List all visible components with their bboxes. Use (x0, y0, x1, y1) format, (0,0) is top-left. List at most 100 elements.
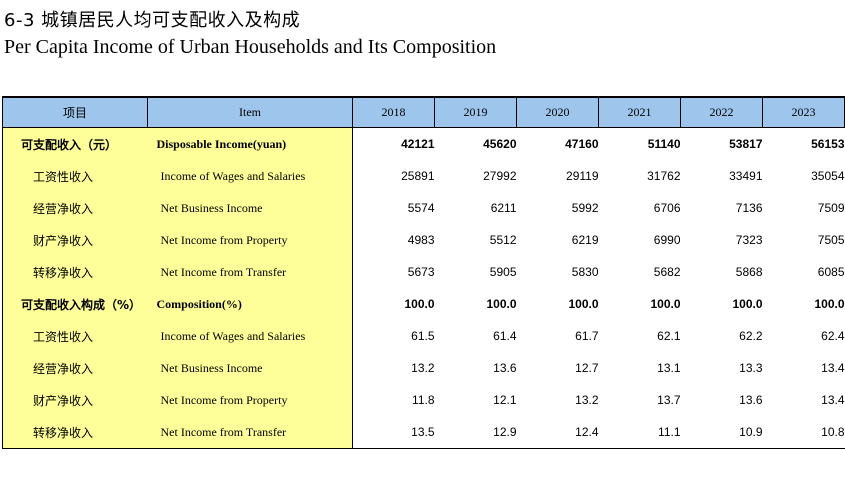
value-cell: 35054 (811, 169, 845, 183)
row-label-chinese: 工资性收入 (2, 160, 148, 192)
value-cell: 13.4 (821, 361, 845, 375)
value-cell: 62.1 (657, 329, 681, 343)
table-row: 可支配收入（元） Disposable Income(yuan) 42121 4562… (2, 127, 845, 160)
row-label-english: Net Income from Transfer (147, 256, 353, 288)
row-label-chinese: 经营净收入 (2, 192, 148, 224)
value-cell: 47160 (565, 137, 599, 151)
value-cell: 27992 (483, 169, 517, 183)
value-cell: 5992 (571, 201, 599, 215)
row-label-english: Net Income from Property (147, 384, 353, 416)
value-cell: 5682 (653, 265, 681, 279)
row-label-chinese: 财产净收入 (2, 224, 148, 256)
table-row: 转移净收入 Net Income from Transfer 13.5 12.9 12.… (2, 416, 845, 449)
row-label-chinese: 经营净收入 (2, 352, 148, 384)
value-cell: 100.0 (732, 297, 763, 311)
value-cell: 33491 (729, 169, 763, 183)
value-cell: 13.6 (493, 361, 517, 375)
value-cell: 6219 (571, 233, 599, 247)
row-label-english: Net Income from Transfer (147, 416, 353, 449)
value-cell: 7505 (817, 233, 845, 247)
table-title-chinese: 6-3 城镇居民人均可支配收入及构成 (4, 10, 301, 31)
value-cell: 13.7 (657, 393, 681, 407)
value-cell: 62.2 (739, 329, 763, 343)
value-cell: 10.9 (680, 416, 763, 449)
row-label-english: Composition(%) (147, 288, 353, 320)
value-cell: 6085 (817, 265, 845, 279)
table-row: 经营净收入 Net Business Income 5574 6211 5992 6706… (2, 192, 845, 224)
value-cell: 56153 (811, 137, 845, 151)
value-cell: 12.9 (434, 416, 517, 449)
value-cell: 5512 (489, 233, 517, 247)
value-cell: 13.3 (739, 361, 763, 375)
value-cell: 13.6 (739, 393, 763, 407)
row-label-chinese: 转移净收入 (2, 256, 148, 288)
row-label-chinese: 工资性收入 (2, 320, 148, 352)
value-cell: 7323 (735, 233, 763, 247)
income-table: 项目 Item 2018 2019 2020 2021 2022 2023 可支… (2, 96, 845, 449)
value-cell: 31762 (647, 169, 681, 183)
header-year: 2022 (680, 96, 763, 128)
value-cell: 13.2 (411, 361, 435, 375)
value-cell: 7136 (735, 201, 763, 215)
table-row: 工资性收入 Income of Wages and Salaries 25891 27… (2, 160, 845, 192)
value-cell: 11.1 (598, 416, 681, 449)
value-cell: 13.2 (575, 393, 599, 407)
table-title-english: Per Capita Income of Urban Households an… (4, 36, 497, 58)
value-cell: 6706 (653, 201, 681, 215)
table-row: 经营净收入 Net Business Income 13.2 13.6 12.7 13.1… (2, 352, 845, 384)
row-label-chinese: 转移净收入 (2, 416, 148, 449)
table-row: 财产净收入 Net Income from Property 4983 5512 621… (2, 224, 845, 256)
value-cell: 29119 (566, 169, 599, 183)
value-cell: 7509 (817, 201, 845, 215)
value-cell: 12.7 (575, 361, 599, 375)
row-label-english: Net Business Income (147, 352, 353, 384)
row-label-english: Disposable Income(yuan) (147, 127, 353, 160)
value-cell: 100.0 (814, 297, 845, 311)
value-cell: 100.0 (486, 297, 517, 311)
value-cell: 4983 (407, 233, 435, 247)
value-cell: 6211 (490, 201, 517, 215)
value-cell: 12.4 (516, 416, 599, 449)
value-cell: 5830 (571, 265, 599, 279)
value-cell: 45620 (483, 137, 517, 151)
header-year: 2023 (762, 96, 845, 128)
header-item-chinese: 项目 (2, 96, 148, 128)
value-cell: 25891 (401, 169, 435, 183)
table-row: 可支配收入构成（%） Composition(%) 100.0 100.0 100.0 1… (2, 288, 845, 320)
value-cell: 100.0 (568, 297, 599, 311)
value-cell: 5574 (407, 201, 435, 215)
value-cell: 100.0 (650, 297, 681, 311)
value-cell: 61.4 (493, 329, 517, 343)
row-label-english: Net Business Income (147, 192, 353, 224)
table-row: 财产净收入 Net Income from Property 11.8 12.1 13.… (2, 384, 845, 416)
header-item-english: Item (147, 96, 353, 128)
header-year: 2021 (598, 96, 681, 128)
row-label-english: Income of Wages and Salaries (147, 160, 353, 192)
value-cell: 61.7 (575, 329, 599, 343)
value-cell: 62.4 (821, 329, 845, 343)
header-year: 2018 (352, 96, 435, 128)
value-cell: 10.8 (762, 416, 845, 449)
value-cell: 5673 (407, 265, 435, 279)
value-cell: 100.0 (404, 297, 435, 311)
header-year: 2019 (434, 96, 517, 128)
value-cell: 11.8 (412, 393, 435, 407)
row-label-chinese: 财产净收入 (2, 384, 148, 416)
header-year: 2020 (516, 96, 599, 128)
value-cell: 6990 (653, 233, 681, 247)
row-label-chinese: 可支配收入（元） (2, 127, 148, 160)
table-row: 工资性收入 Income of Wages and Salaries 61.5 61.… (2, 320, 845, 352)
value-cell: 5868 (735, 265, 763, 279)
value-cell: 42121 (401, 137, 435, 151)
value-cell: 53817 (729, 137, 763, 151)
value-cell: 51140 (647, 137, 681, 151)
row-label-english: Net Income from Property (147, 224, 353, 256)
table-row: 转移净收入 Net Income from Transfer 5673 5905 583… (2, 256, 845, 288)
table-body: 可支配收入（元） Disposable Income(yuan) 42121 4562… (2, 127, 845, 449)
header-row: 项目 Item 2018 2019 2020 2021 2022 2023 (2, 96, 845, 128)
value-cell: 13.5 (352, 416, 435, 449)
row-label-chinese: 可支配收入构成（%） (2, 288, 148, 320)
value-cell: 13.4 (821, 393, 845, 407)
value-cell: 61.5 (411, 329, 435, 343)
row-label-english: Income of Wages and Salaries (147, 320, 353, 352)
